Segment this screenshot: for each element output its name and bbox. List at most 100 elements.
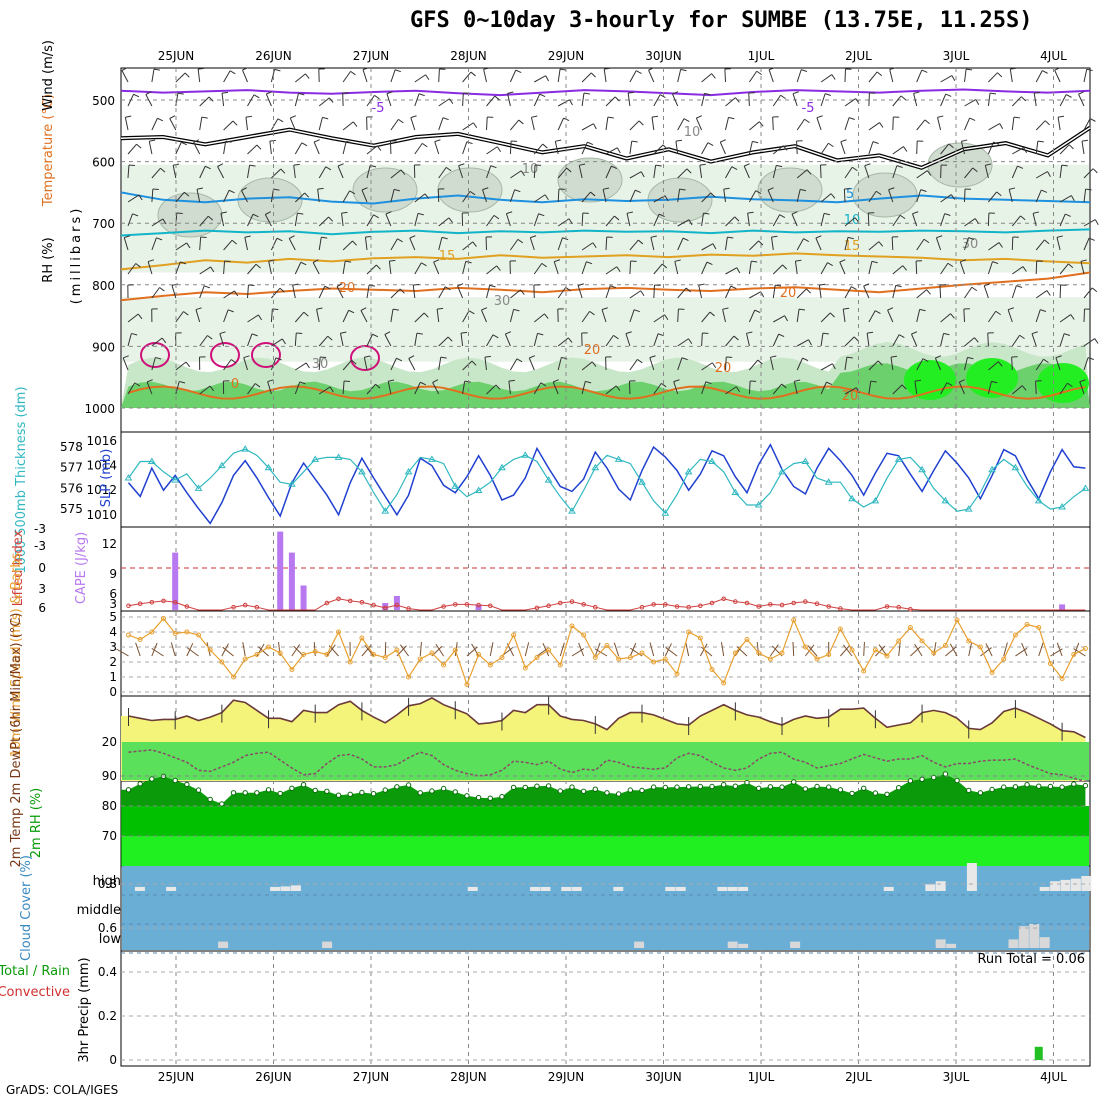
wind-speed-point (312, 649, 318, 654)
wind-barb-flag (779, 214, 786, 219)
wind-barb-flag (757, 359, 763, 365)
wind-tick: 2 (109, 655, 117, 669)
wind-barb (916, 170, 928, 179)
wind-speed-point (149, 629, 155, 635)
wind-barb-flag (698, 283, 705, 286)
wind-barb-flag (712, 243, 717, 250)
wind-barb (677, 189, 681, 203)
wind-barb (151, 337, 163, 347)
wind-barb-flag (389, 259, 396, 262)
slp-line (127, 443, 1086, 525)
wind-barb (241, 69, 248, 83)
wind-barb (294, 262, 302, 275)
wind-barb (772, 264, 783, 275)
rh-point (405, 782, 412, 788)
wind-barb-flag (1021, 385, 1027, 391)
wind-barb (844, 217, 856, 227)
wind-barb-flag (440, 356, 447, 359)
wind-barb (342, 121, 354, 131)
wind-barb (247, 144, 258, 155)
precip-axis-label: 3hr Precip (mm) (77, 957, 92, 1062)
wind-barb-flag (274, 68, 281, 72)
wind-barb-flag (875, 190, 882, 196)
wind-barb (749, 291, 762, 299)
wind-barb (839, 261, 846, 275)
li-point (441, 604, 446, 609)
wind-barb-flag (1042, 70, 1048, 74)
wind-barb-10m (326, 644, 336, 657)
panel-frame (120, 431, 1091, 528)
wind-barb-flag (593, 123, 597, 130)
wind-barb-flag (392, 308, 399, 311)
wind-barb-flag (466, 141, 473, 145)
wind-barb (1059, 144, 1070, 155)
wind-barb-10m (1073, 648, 1086, 657)
wind-barb-flag (345, 260, 352, 263)
rh-point (464, 793, 470, 799)
wind-barb (701, 311, 711, 323)
wind-speed-point (289, 667, 295, 672)
wind-speed-point (266, 644, 272, 650)
cloud-high-bar (738, 886, 749, 891)
rh-point (779, 784, 785, 790)
wind-barb (651, 117, 655, 131)
wind-barb-10m (116, 648, 129, 657)
wind-barb-flag (193, 139, 200, 143)
wind-barb (408, 358, 416, 371)
rh-point (615, 791, 622, 797)
wind-barb (193, 142, 201, 155)
rh-fill-mid (122, 806, 1089, 836)
wind-barb-flag (447, 336, 453, 342)
wind-barb (199, 236, 202, 251)
wind-speed-point (1012, 632, 1018, 638)
wind-barb (271, 168, 282, 179)
wind-barb-flag (863, 283, 870, 287)
rh-point (545, 783, 552, 789)
wind-barb-flag (241, 187, 247, 191)
thickness-point (428, 455, 436, 462)
wind-barb-flag (759, 121, 764, 127)
thickness-legend: 1000-500mb Thickness (dm) (14, 386, 29, 573)
wind-barb (414, 312, 425, 323)
rh-point (230, 790, 237, 796)
wind-barb-flag (603, 187, 610, 190)
wind-barb-flag (1020, 215, 1026, 221)
wind-barb (414, 262, 422, 275)
wind-barb-flag (635, 70, 642, 75)
wind-barb-10m (985, 643, 993, 657)
wind-barb-flag (685, 287, 691, 293)
rh-point (650, 784, 657, 790)
wind-barb (816, 117, 822, 131)
cape-tick: 9 (109, 567, 117, 581)
wind-barb (988, 191, 998, 203)
wind-barb-flag (346, 140, 353, 144)
wind-barb-flag (995, 310, 1001, 316)
wind-barb-flag (798, 308, 806, 311)
wind-barb (1012, 266, 1024, 275)
wind-barb-flag (672, 91, 679, 95)
wind-barb-flag (169, 115, 176, 119)
wind-barb (653, 263, 663, 275)
wind-barb (244, 237, 248, 251)
wind-barb-flag (209, 385, 215, 392)
wind-barb (653, 333, 659, 347)
wind-barb (247, 333, 253, 347)
wind-barb (605, 165, 612, 179)
wind-barb-flag (337, 163, 344, 167)
wind-barb (151, 218, 164, 227)
li-point (557, 600, 563, 606)
thickness-point (684, 467, 693, 475)
thickness-line (128, 448, 1086, 515)
rh-point (592, 786, 598, 792)
wind-barb-flag (508, 379, 515, 382)
wind-barb (581, 141, 588, 155)
wind-barb-flag (662, 144, 668, 150)
li-point (908, 607, 913, 612)
wind-barb-flag (219, 331, 226, 335)
wind-barb (626, 213, 631, 227)
wind-speed-line (128, 617, 1086, 687)
wind-barb (554, 141, 559, 155)
wind-barb (364, 237, 368, 251)
cape-legend-label: CAPE (J/kg) (74, 532, 89, 604)
wind-barb-flag (384, 331, 391, 335)
